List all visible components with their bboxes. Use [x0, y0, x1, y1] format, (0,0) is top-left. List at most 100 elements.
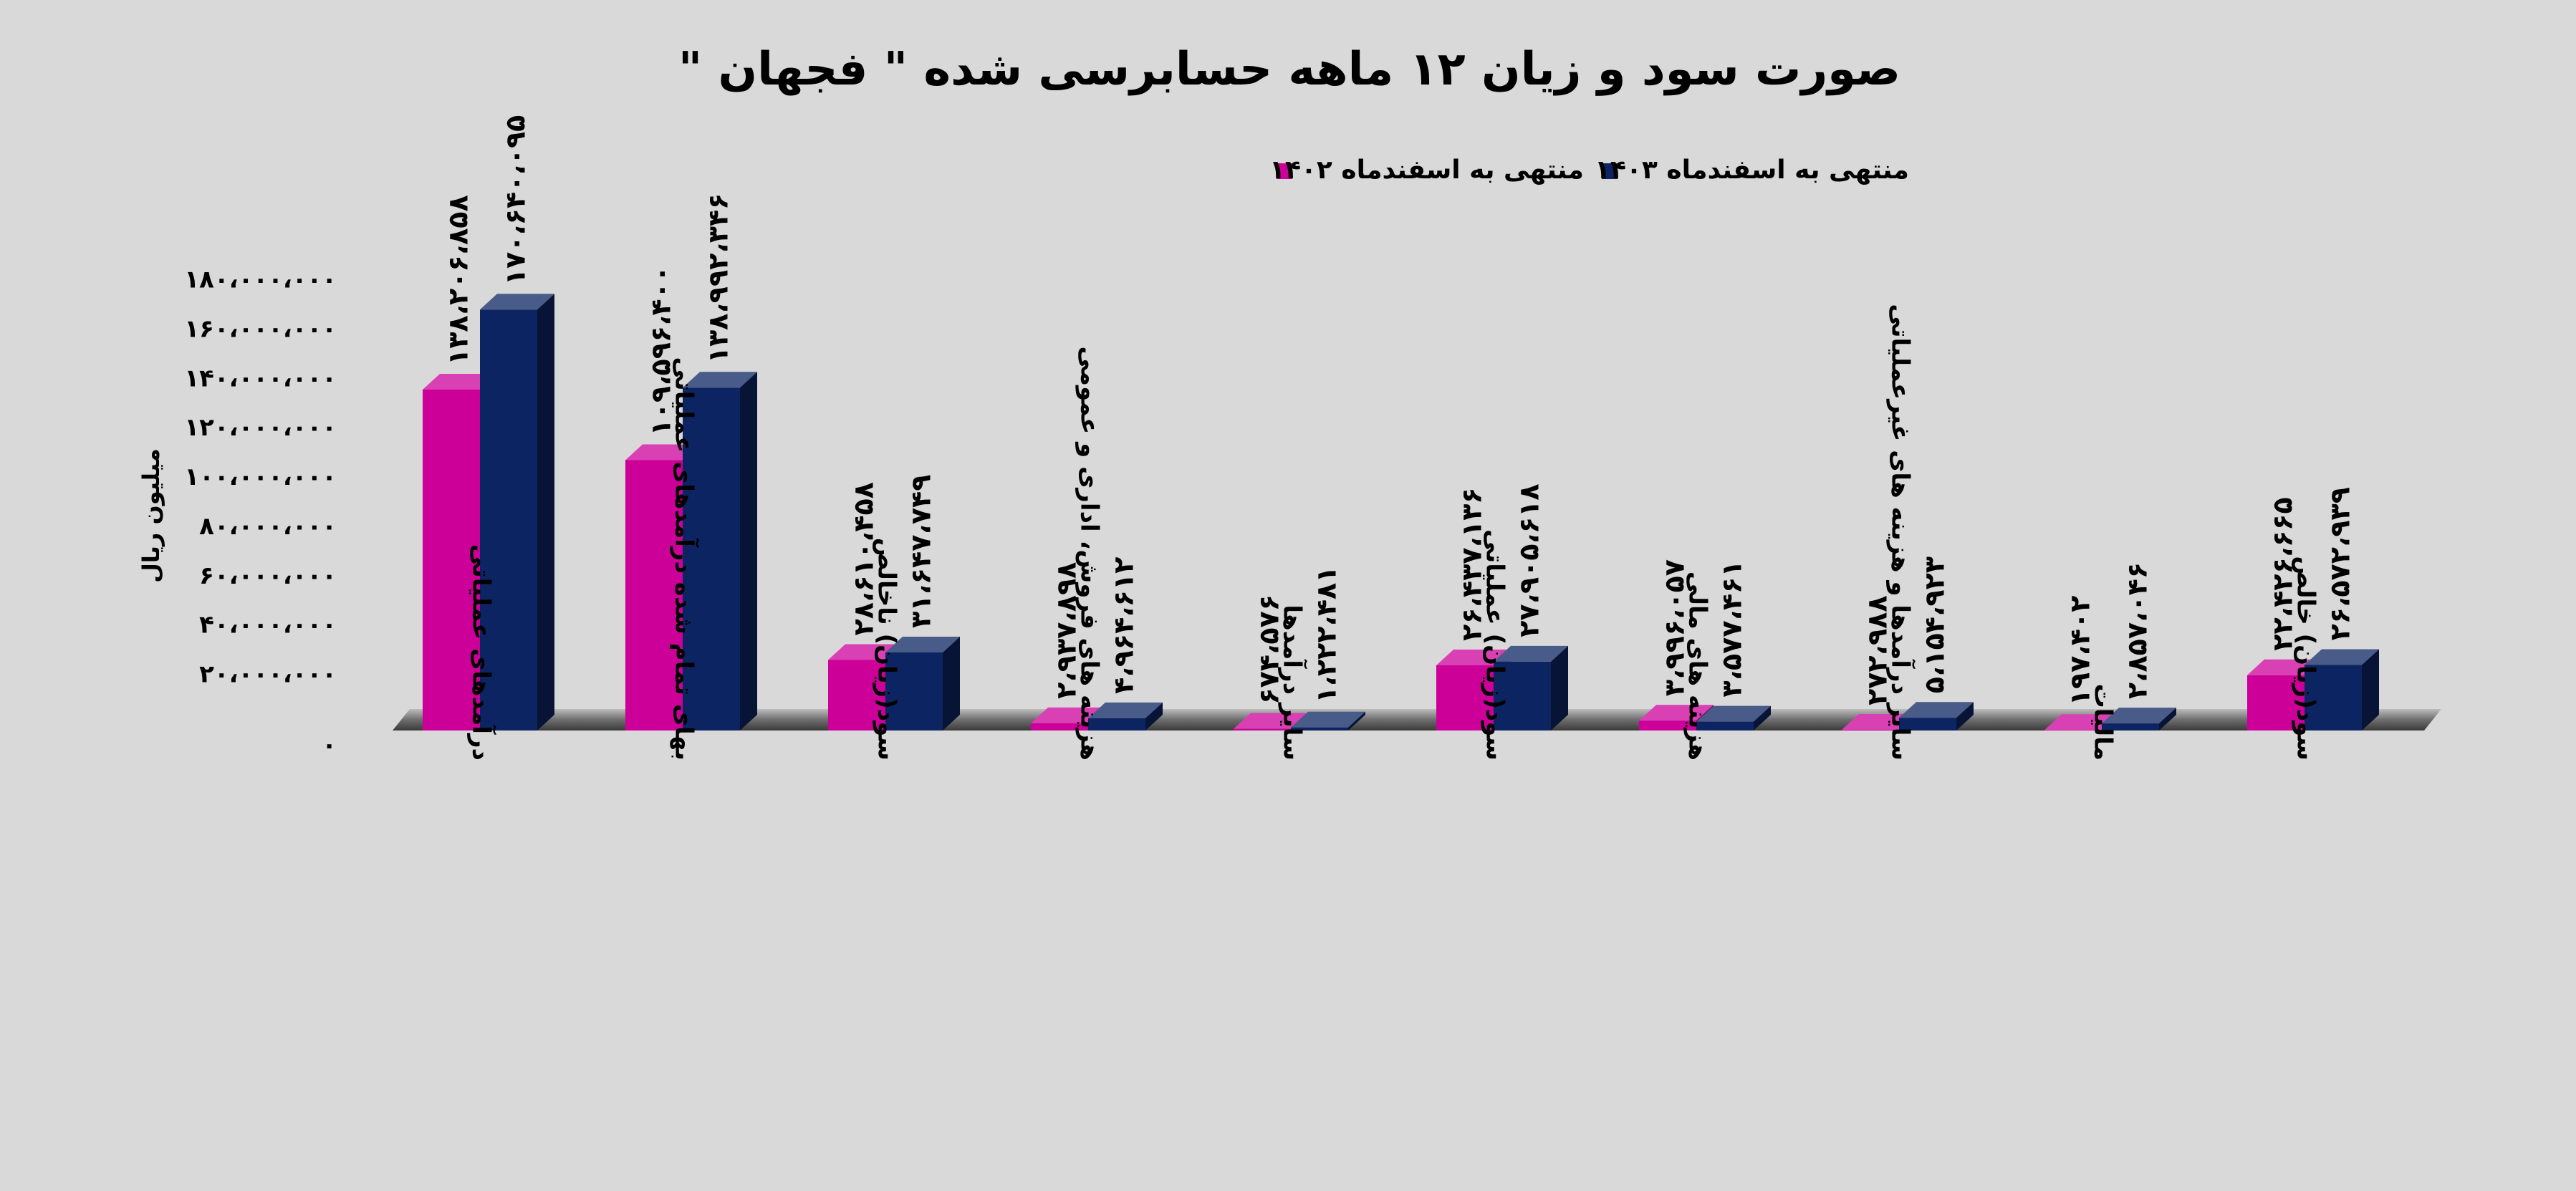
bar-top — [480, 294, 554, 310]
y-tick-label: ۶۰،۰۰۰،۰۰۰ — [199, 561, 337, 590]
bar-top — [1899, 702, 1974, 718]
bar-top — [1088, 702, 1163, 718]
y-tick-label: ۱۲۰،۰۰۰،۰۰۰ — [184, 413, 337, 442]
data-label: ۱۰۹،۵۹۶،۴۰۰ — [645, 266, 677, 436]
bar-front — [625, 460, 683, 730]
bar — [2102, 708, 2176, 730]
bar — [1291, 711, 1365, 730]
x-tick-label: سایر درآمدها — [1278, 604, 1308, 761]
y-axis-ticks: ۰ ۲۰،۰۰۰،۰۰۰ ۴۰،۰۰۰،۰۰۰ ۶۰،۰۰۰،۰۰۰ ۸۰،۰۰۰،۰۰… — [184, 266, 337, 760]
bar-front — [2102, 723, 2159, 730]
bar-side — [1551, 645, 1568, 730]
data-label: ۲۸،۶۱۰،۴۵۸ — [848, 482, 880, 635]
bar-side — [2362, 649, 2379, 730]
legend: منتهی به اسفندماه ۱۴۰۳ منتهی به اسفندماه … — [1269, 155, 1909, 185]
y-tick-label: ۰ — [322, 731, 337, 760]
bar-top — [423, 373, 497, 390]
bar-top — [885, 636, 960, 652]
bar-side — [740, 372, 757, 730]
x-tick-label: بهای تمام شده درآمدهای عملیاتی — [670, 357, 700, 761]
bar-side — [1145, 702, 1163, 730]
bar-front — [1696, 721, 1754, 730]
bar — [2305, 649, 2379, 730]
bar-front — [828, 660, 885, 730]
y-tick-label: ۴۰،۰۰۰،۰۰۰ — [199, 611, 337, 640]
data-label: ۲۷۲،۹۸۸ — [1862, 595, 1893, 705]
bar — [683, 372, 757, 730]
data-label: ۱۳۸،۲۰۶،۸۵۸ — [443, 195, 474, 365]
x-axis-labels: درآمدهای عملیاتی بهای تمام شده درآمدهای ع… — [467, 304, 2320, 761]
y-tick-label: ۲۰،۰۰۰،۰۰۰ — [199, 660, 337, 689]
bar — [1899, 702, 1974, 730]
bar-side — [1956, 702, 1974, 730]
bar-top — [2247, 659, 2322, 675]
x-tick-label: سود(زیان) خالص — [2292, 556, 2320, 761]
data-label: ۲۶،۴۳۷،۱۳۶ — [1456, 488, 1488, 641]
bar-front — [480, 309, 537, 730]
bar — [1696, 705, 1771, 730]
y-tick-label: ۱۰۰،۰۰۰،۰۰۰ — [184, 463, 337, 491]
bar-front — [423, 389, 480, 730]
bar-side — [1754, 705, 1771, 730]
data-label: ۲،۹۳۷،۸۹۸ — [1051, 562, 1082, 699]
bar-top — [625, 444, 700, 461]
bar-top — [683, 372, 757, 388]
bar-top — [1639, 705, 1714, 721]
legend-label: منتهی به اسفندماه ۱۴۰۲ — [1269, 155, 1584, 185]
legend-label: منتهی به اسفندماه ۱۴۰۳ — [1595, 155, 1909, 185]
x-tick-label: سود(زیان) عملیاتی — [1481, 529, 1509, 761]
data-label: ۲۲،۴۲۶،۶۶۵ — [2267, 497, 2299, 650]
data-label: ۲۶،۵۷۲،۹۳۹ — [2325, 487, 2356, 640]
legend-swatch — [1602, 163, 1618, 179]
bar-front — [1436, 665, 1494, 730]
bar — [480, 294, 554, 730]
y-tick-label: ۱۶۰،۰۰۰،۰۰۰ — [184, 314, 337, 343]
data-label: ۲،۸۵۷،۰۴۶ — [2122, 562, 2153, 699]
data-labels: ۱۳۸،۲۰۶،۸۵۸ ۱۷۰،۶۴۰،۰۹۵ ۱۰۹،۵۹۶،۴۰۰ ۱۳۸،۹۹۲… — [443, 115, 2356, 706]
data-label: ۲۷،۹۰۵،۶۱۸ — [1514, 483, 1545, 637]
y-tick-label: ۱۸۰،۰۰۰،۰۰۰ — [184, 266, 337, 294]
bar-front — [1639, 720, 1696, 730]
bar-front — [1899, 718, 1956, 730]
x-tick-label: درآمدهای عملیاتی — [467, 544, 497, 761]
bar — [885, 636, 960, 730]
data-label: ۳،۵۷۷،۴۶۱ — [1716, 560, 1748, 697]
data-label: ۶۷۴،۵۷۶ — [1254, 594, 1285, 705]
bar — [1494, 645, 1568, 730]
legend-swatch — [1277, 163, 1292, 179]
y-axis-title: میلیون ریال — [138, 448, 165, 583]
bar-front — [1494, 661, 1551, 730]
y-tick-label: ۸۰،۰۰۰،۰۰۰ — [199, 512, 337, 541]
bar-top — [1696, 705, 1771, 722]
bar-top — [1494, 645, 1568, 662]
bar-top — [1436, 649, 1511, 665]
bar-top — [1842, 714, 1916, 730]
bar-side — [1348, 711, 1365, 730]
data-label: ۱۹۷،۴۰۲ — [2065, 596, 2096, 706]
data-label: ۳،۹۹۶،۰۵۷ — [1659, 559, 1691, 696]
bar-front — [1234, 728, 1291, 730]
x-tick-label: هزینه های فروش، اداری و عمومی — [1075, 347, 1104, 761]
bar-front — [2305, 665, 2362, 730]
bar-front — [683, 387, 740, 730]
data-label: ۱۷۰،۶۴۰،۰۹۵ — [500, 115, 532, 286]
x-tick-label: سود(زیان) ناخالص — [873, 538, 901, 761]
x-tick-label: مالیات — [2089, 684, 2118, 761]
bar-top — [2044, 714, 2119, 730]
data-label: ۱۳۸،۹۹۲،۳۴۶ — [703, 193, 734, 364]
bar-top — [1291, 711, 1365, 728]
bar-side — [943, 636, 960, 730]
bar-top — [828, 644, 903, 660]
bar — [1088, 702, 1163, 730]
bar-top — [1234, 713, 1308, 729]
bar-top — [2102, 708, 2176, 724]
bar-front — [1088, 718, 1145, 730]
y-tick-label: ۱۴۰،۰۰۰،۰۰۰ — [184, 364, 337, 392]
data-label: ۳۱،۶۴۷،۷۴۹ — [905, 475, 937, 628]
bar-front — [2247, 675, 2305, 730]
bar-side — [537, 294, 554, 730]
x-tick-label: هزینه های مالی — [1683, 572, 1712, 761]
bar-top — [1031, 707, 1105, 723]
